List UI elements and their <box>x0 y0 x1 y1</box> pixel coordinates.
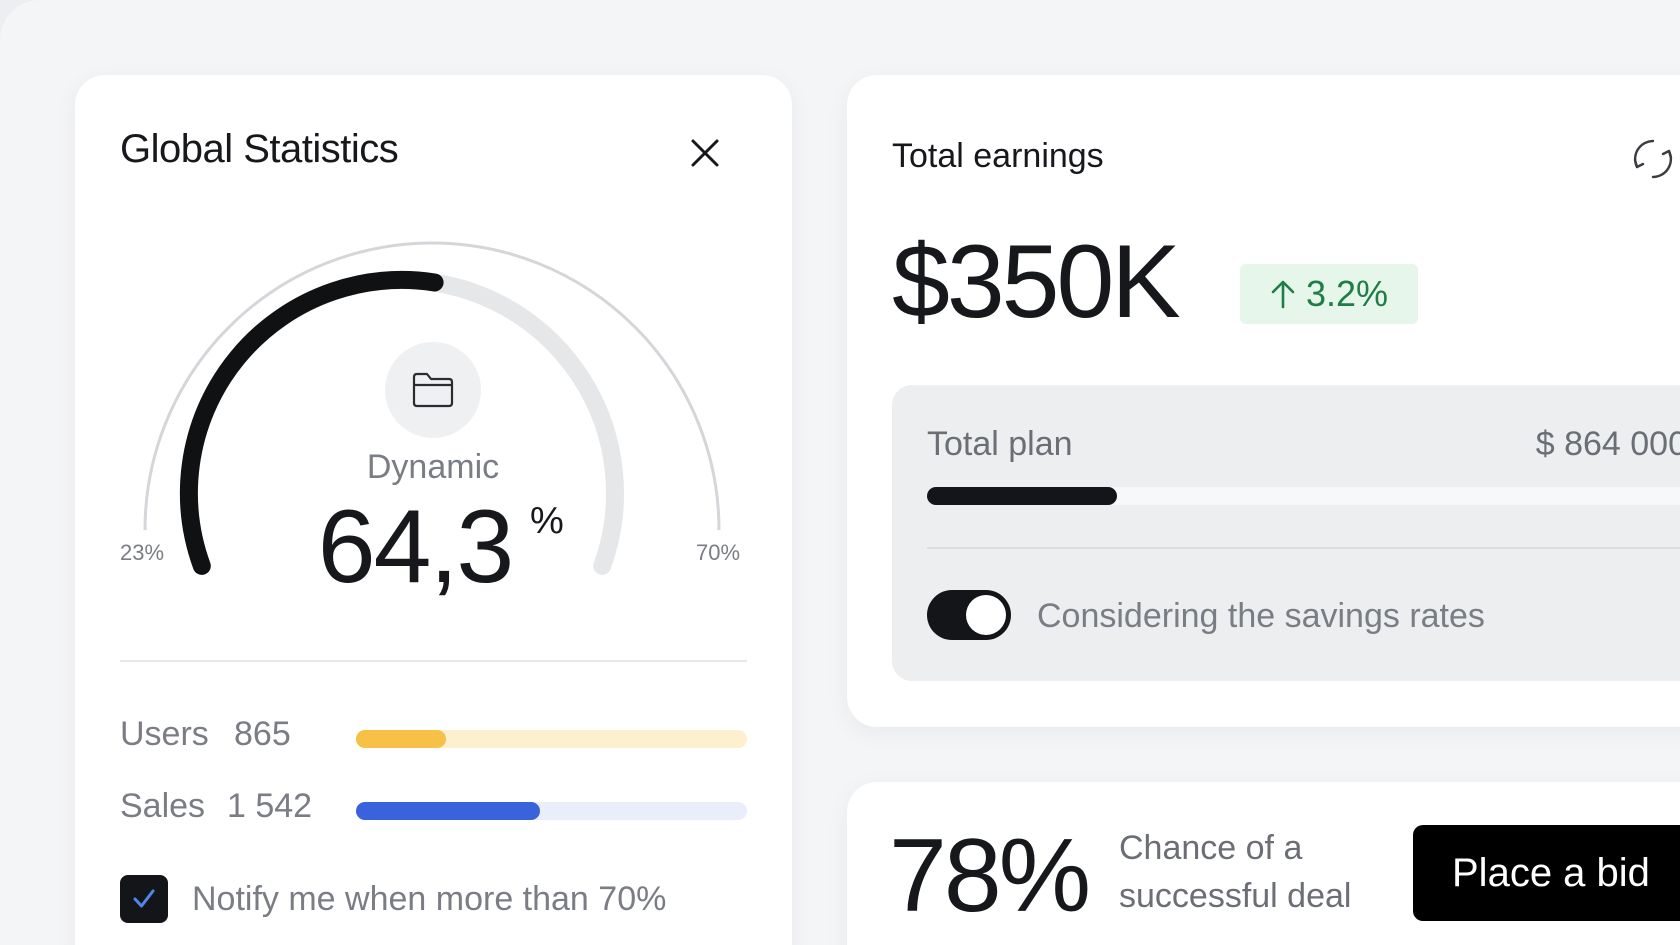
total-plan-panel: Total plan $ 864 000 Considering the sav… <box>892 385 1680 681</box>
metric-row-users: Users 865 <box>120 715 747 755</box>
toggle-knob <box>966 595 1006 635</box>
total-earnings-title: Total earnings <box>892 137 1104 175</box>
refresh-icon[interactable] <box>1627 133 1679 185</box>
total-plan-value: $ 864 000 <box>1535 425 1680 463</box>
metric-name: Sales <box>120 787 206 825</box>
gauge-min-label: 23% <box>120 540 165 565</box>
notify-label: Notify me when more than 70% <box>192 880 667 918</box>
change-value: 3.2% <box>1305 273 1389 314</box>
arrow-up-icon <box>1271 280 1295 309</box>
deal-card: 78% Chance of a successful deal Place a … <box>847 782 1680 945</box>
total-plan-progress-fill <box>927 487 1117 505</box>
metric-name: Users <box>120 715 209 753</box>
sales-progress-bar <box>356 802 747 820</box>
plan-divider <box>927 547 1680 549</box>
gauge-chart <box>143 241 721 575</box>
total-earnings-card: Total earnings $350K 3.2% Total plan $ 8… <box>847 75 1680 727</box>
gauge-value: 64,3 <box>317 489 514 605</box>
place-bid-button[interactable]: Place a bid <box>1413 825 1680 921</box>
global-statistics-title: Global Statistics <box>120 127 399 171</box>
notify-row: Notify me when more than 70% <box>120 875 747 925</box>
gauge-label: Dynamic <box>366 448 500 486</box>
gauge-unit: % <box>530 500 564 542</box>
gauge-max-label: 70% <box>696 540 741 565</box>
stats-divider <box>120 660 747 662</box>
users-progress-bar <box>356 730 747 748</box>
folder-icon <box>385 342 481 438</box>
notify-checkbox[interactable] <box>120 875 168 923</box>
close-icon[interactable] <box>685 133 725 173</box>
metric-value: 1 542 <box>227 787 313 825</box>
total-earnings-amount: $350K <box>892 224 1181 340</box>
users-progress-fill <box>356 730 446 748</box>
total-plan-progress-bar <box>927 487 1680 505</box>
change-badge: 3.2% <box>1240 264 1418 324</box>
sales-progress-fill <box>356 802 540 820</box>
savings-toggle[interactable] <box>927 590 1011 640</box>
global-statistics-card: Global Statistics Dynamic 64,3 % 23% 70% <box>75 75 792 945</box>
metric-row-sales: Sales 1 542 <box>120 787 747 827</box>
deal-description: Chance of a successful deal <box>1119 829 1352 915</box>
metric-value: 865 <box>234 715 291 753</box>
check-icon <box>133 889 155 908</box>
deal-percent: 78% <box>889 818 1091 934</box>
savings-toggle-label: Considering the savings rates <box>1037 597 1485 635</box>
total-plan-label: Total plan <box>927 425 1073 463</box>
gauge-level-arc <box>179 271 444 575</box>
gauge-outer-arc <box>143 241 721 531</box>
